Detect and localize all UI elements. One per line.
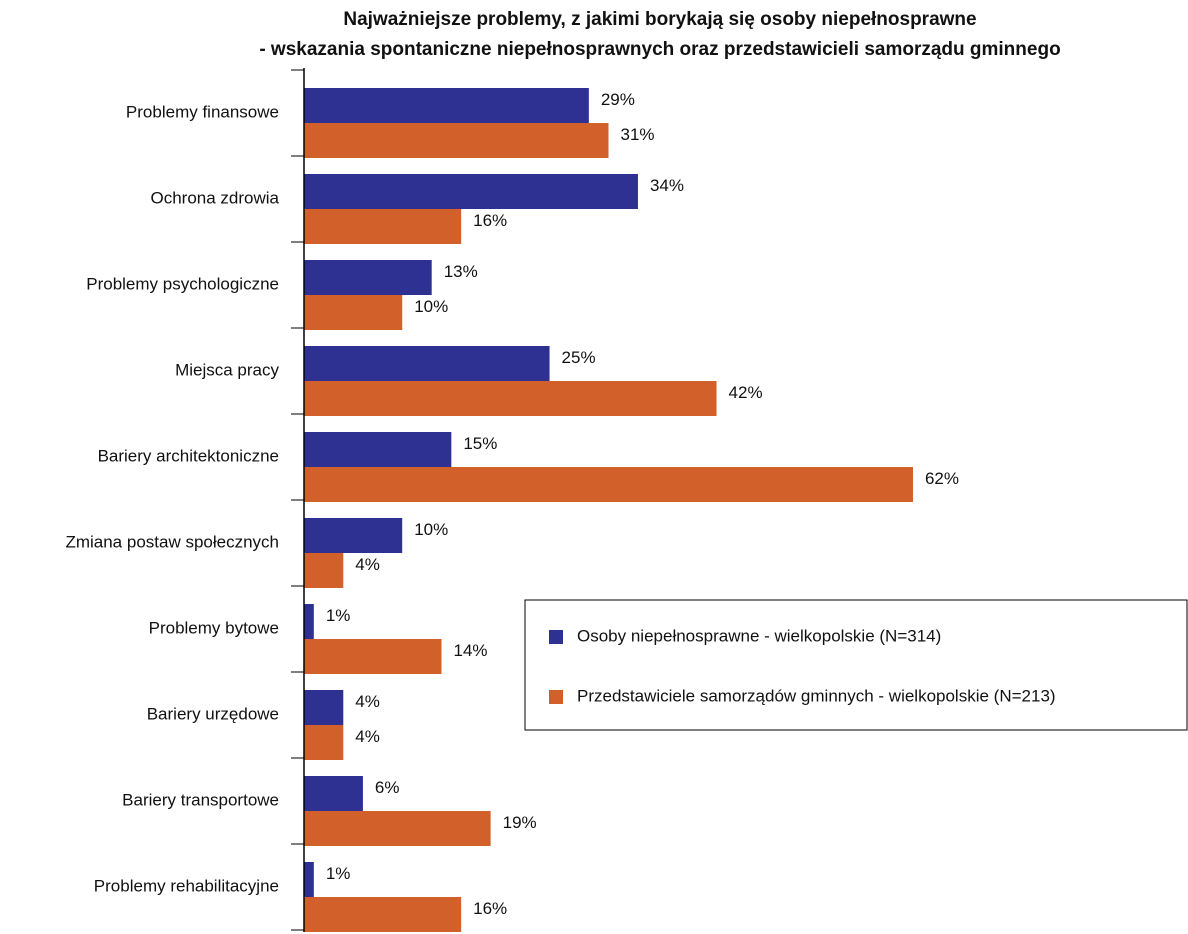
data-label: 1%: [326, 864, 351, 883]
bar: [304, 209, 462, 244]
bar: [304, 639, 442, 674]
bar: [304, 467, 913, 502]
data-label: 62%: [925, 469, 959, 488]
data-label: 4%: [355, 727, 380, 746]
data-label: 4%: [355, 692, 380, 711]
legend-label: Przedstawiciele samorządów gminnych - wi…: [577, 686, 1056, 705]
bar: [304, 260, 432, 295]
y-tick-label: Problemy rehabilitacyjne: [94, 876, 279, 895]
y-tick-label: Problemy bytowe: [149, 618, 279, 637]
bar: [304, 776, 363, 811]
bar: [304, 690, 344, 725]
data-label: 31%: [620, 125, 654, 144]
bar: [304, 174, 638, 209]
y-tick-label: Bariery transportowe: [122, 790, 279, 809]
data-label: 1%: [326, 606, 351, 625]
data-label: 14%: [454, 641, 488, 660]
data-label: 19%: [503, 813, 537, 832]
bar: [304, 88, 589, 123]
data-label: 6%: [375, 778, 400, 797]
bar: [304, 553, 344, 588]
y-tick-label: Bariery architektoniczne: [98, 446, 279, 465]
bar: [304, 432, 452, 467]
bar: [304, 604, 314, 639]
data-label: 29%: [601, 90, 635, 109]
data-label: 25%: [562, 348, 596, 367]
legend-label: Osoby niepełnosprawne - wielkopolskie (N…: [577, 626, 941, 645]
y-tick-label: Zmiana postaw społecznych: [65, 532, 279, 551]
data-label: 34%: [650, 176, 684, 195]
y-tick-label: Problemy finansowe: [126, 102, 279, 121]
y-tick-label: Problemy psychologiczne: [86, 274, 279, 293]
y-tick-label: Ochrona zdrowia: [150, 188, 279, 207]
data-label: 15%: [463, 434, 497, 453]
chart-title: - wskazania spontaniczne niepełnosprawny…: [259, 39, 1060, 60]
data-label: 4%: [355, 555, 380, 574]
data-label: 13%: [444, 262, 478, 281]
data-label: 42%: [729, 383, 763, 402]
bar: [304, 862, 314, 897]
data-label: 10%: [414, 520, 448, 539]
bar: [304, 811, 491, 846]
bar: [304, 346, 550, 381]
data-label: 10%: [414, 297, 448, 316]
legend-box: [524, 599, 1188, 731]
y-tick-label: Bariery urzędowe: [147, 704, 279, 723]
bar: [304, 897, 462, 932]
bar: [304, 295, 403, 330]
legend-swatch: [549, 690, 563, 704]
data-label: 16%: [473, 211, 507, 230]
bar: [304, 123, 609, 158]
chart-title: Najważniejsze problemy, z jakimi borykaj…: [343, 9, 976, 30]
data-label: 16%: [473, 899, 507, 918]
bar: [304, 518, 403, 553]
bar: [304, 381, 717, 416]
legend-swatch: [549, 630, 563, 644]
y-tick-label: Miejsca pracy: [175, 360, 279, 379]
bar: [304, 725, 344, 760]
